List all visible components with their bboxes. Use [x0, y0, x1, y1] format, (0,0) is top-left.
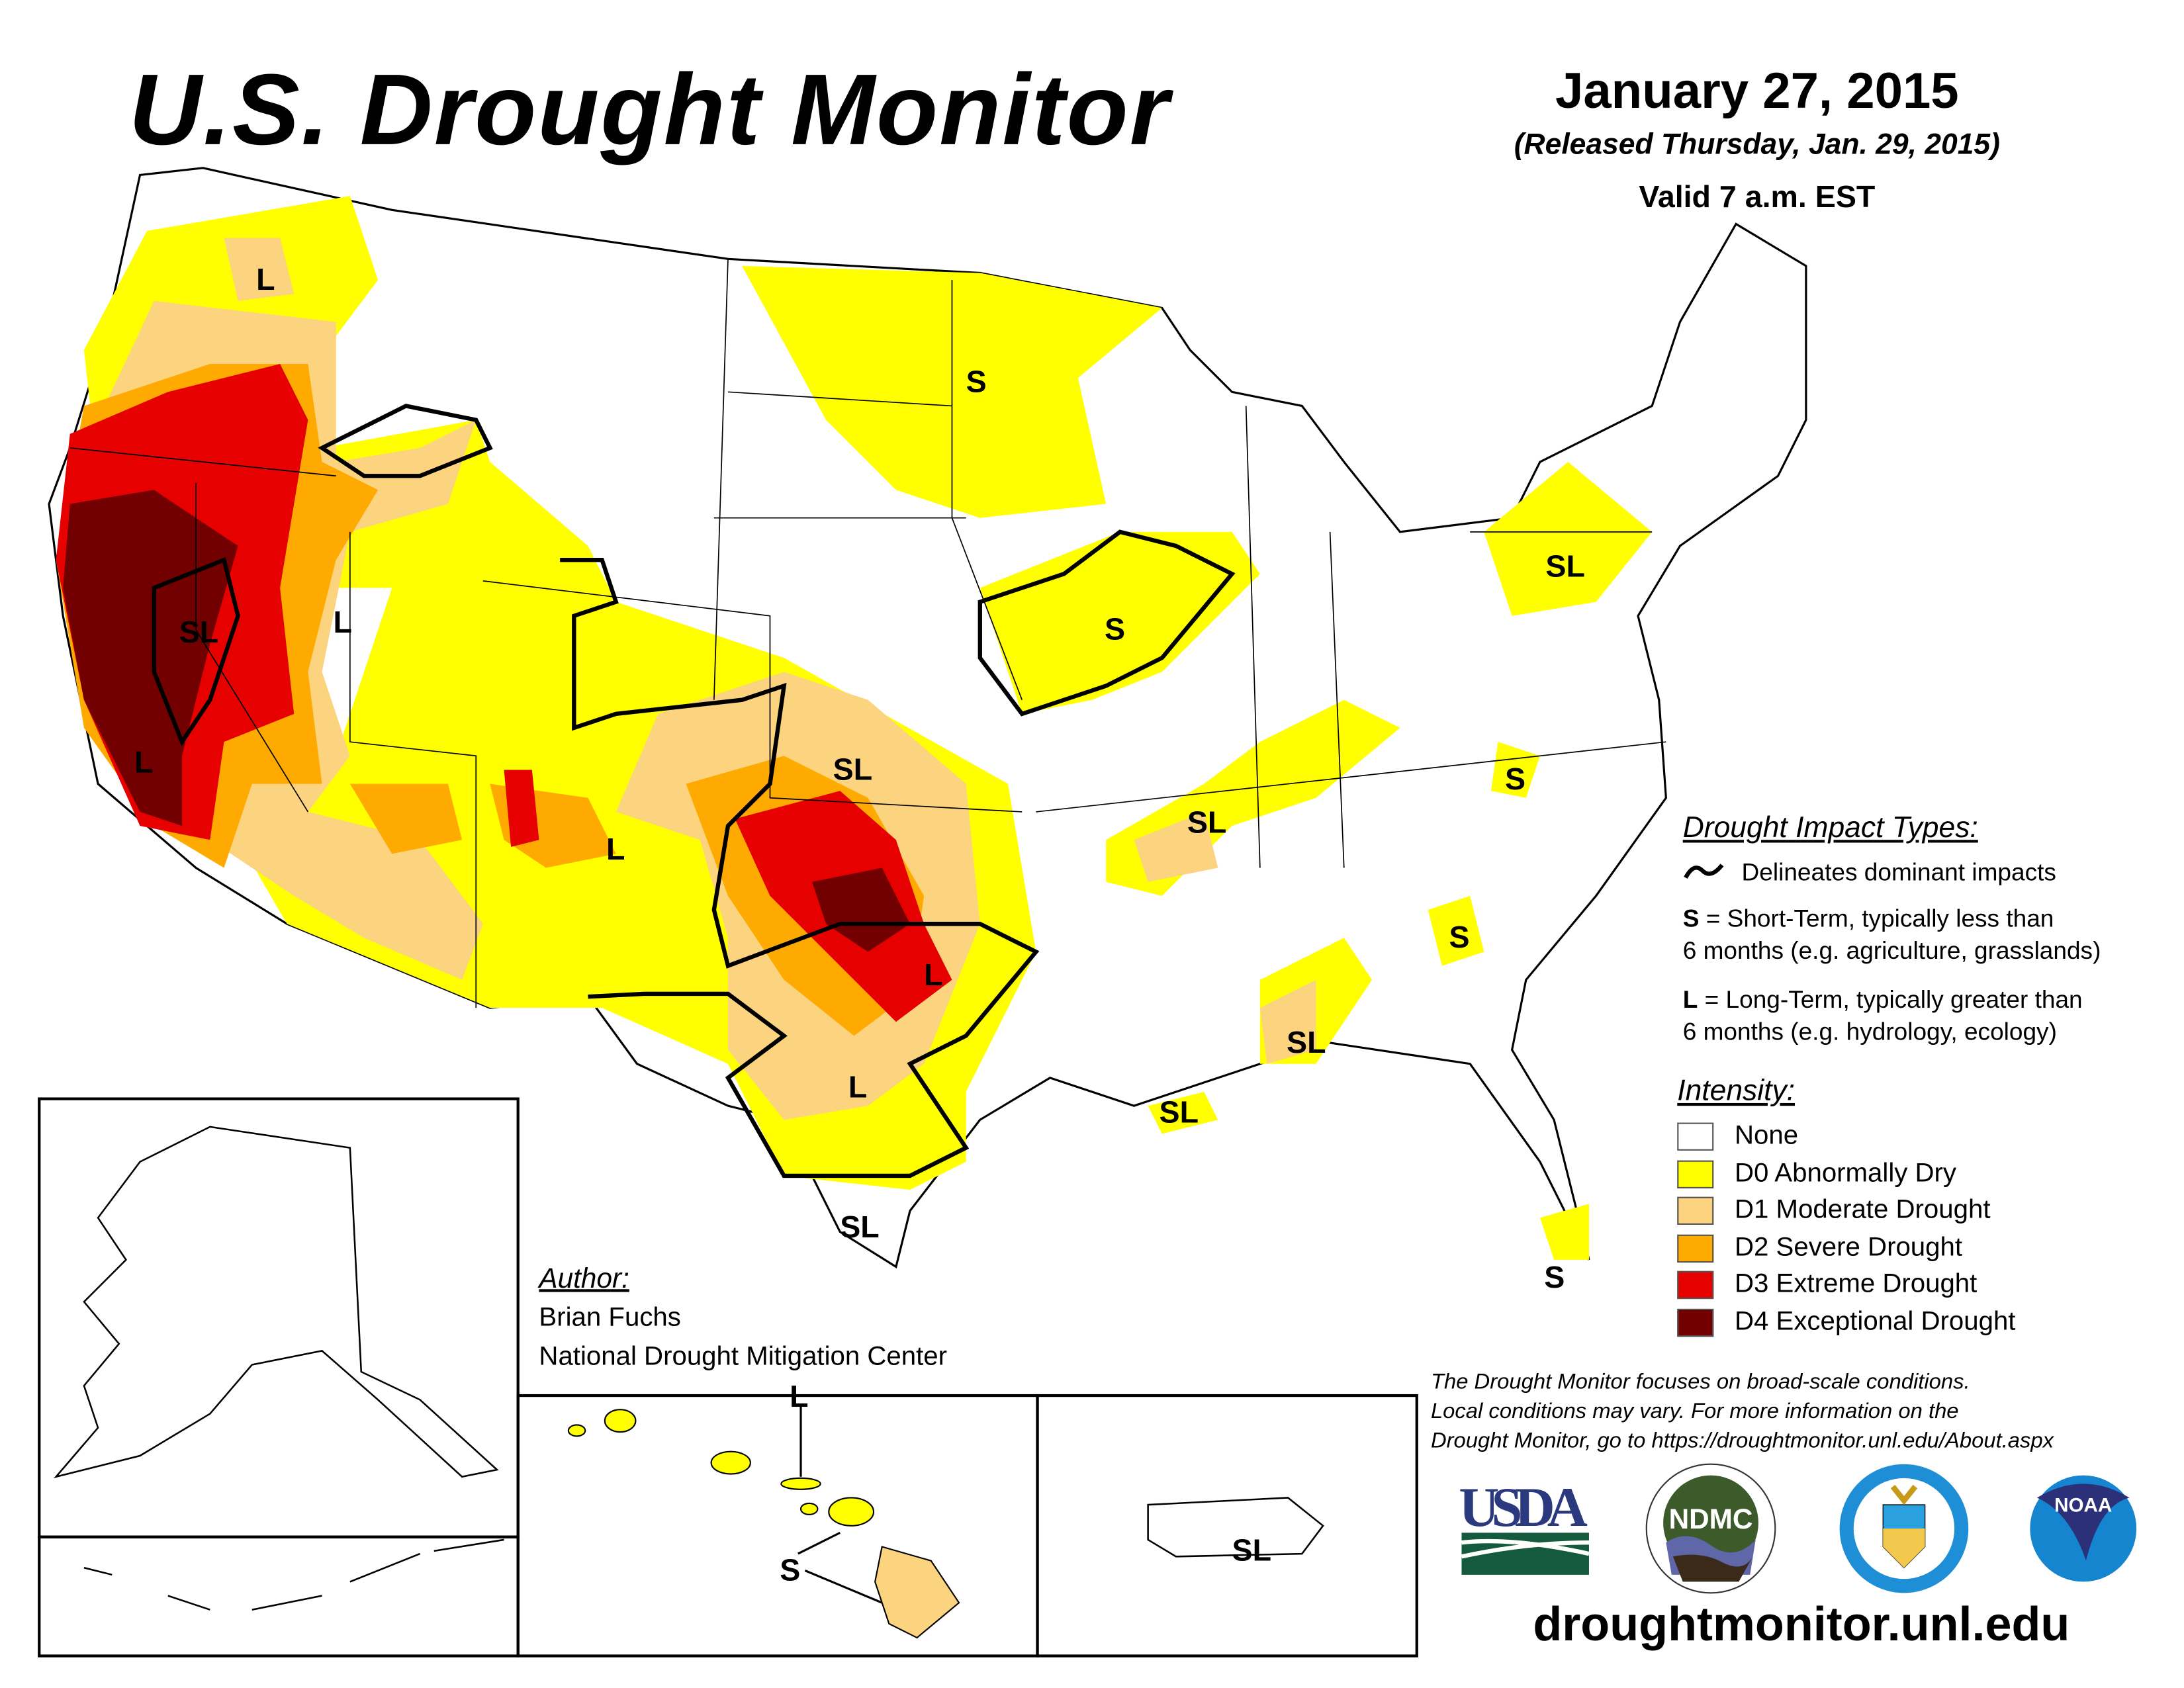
impact-line-icon — [1684, 864, 1724, 879]
delineates-text: Delineates dominant impacts — [1741, 858, 2056, 887]
legend-label: D3 Extreme Drought — [1734, 1270, 1978, 1300]
legend-label: D0 Abnormally Dry — [1734, 1158, 1957, 1188]
hawaii-islands — [567, 1409, 960, 1639]
impact-delineation-row: Delineates dominant impacts — [1683, 857, 2173, 889]
legend-label: D1 Moderate Drought — [1734, 1195, 1991, 1225]
hawaii-impact-label: S — [780, 1552, 801, 1587]
impact-label: S — [1105, 611, 1126, 647]
legend-label: D2 Severe Drought — [1734, 1233, 1963, 1263]
ndmc-logo: NDMC — [1645, 1463, 1776, 1594]
map-date: January 27, 2015 — [1555, 62, 1959, 119]
impact-label: S — [1544, 1259, 1565, 1295]
legend-swatch — [1677, 1197, 1714, 1225]
alaska-outline — [54, 1126, 499, 1478]
impact-label: L — [256, 261, 275, 297]
author-heading: Author: — [539, 1264, 629, 1295]
impact-label: S — [1449, 919, 1470, 955]
impact-label: SL — [1545, 549, 1585, 584]
impact-label: S — [966, 364, 987, 399]
legend-swatch — [1677, 1122, 1714, 1151]
impact-label: SL — [1187, 805, 1227, 840]
impact-label: L — [134, 744, 154, 780]
s-key: S — [1682, 904, 1700, 932]
impact-label: SL — [840, 1209, 880, 1245]
note-line: The Drought Monitor focuses on broad-sca… — [1430, 1370, 1970, 1394]
legend-swatch — [1677, 1234, 1714, 1263]
author-org: National Drought Mitigation Center — [539, 1342, 948, 1372]
impact-legend: Drought Impact Types: Delineates dominan… — [1683, 812, 2173, 1049]
release-date: (Released Thursday, Jan. 29, 2015) — [1514, 128, 2000, 161]
note-line: Local conditions may vary. For more info… — [1430, 1399, 1959, 1424]
impact-label: SL — [1159, 1094, 1199, 1130]
author-block: Author: Brian Fuchs National Drought Mit… — [539, 1260, 947, 1378]
s-line2: 6 months (e.g. agriculture, grasslands) — [1682, 936, 2101, 965]
impact-label: SL — [179, 614, 219, 650]
author-name: Brian Fuchs — [539, 1303, 681, 1333]
valid-time: Valid 7 a.m. EST — [1639, 179, 1876, 214]
legend-label: None — [1734, 1121, 1799, 1151]
usda-logo: USDA — [1459, 1477, 1590, 1575]
impact-label: SL — [833, 751, 873, 787]
svg-text:USDA: USDA — [1459, 1477, 1588, 1538]
legend-label: D4 Exceptional Drought — [1734, 1307, 2016, 1337]
l-key: L — [1682, 985, 1698, 1014]
website-url[interactable]: droughtmonitor.unl.edu — [1533, 1598, 2070, 1652]
noaa-logo: NOAA — [2019, 1464, 2148, 1593]
puerto-rico-outline — [1147, 1497, 1324, 1558]
intensity-legend: Intensity: None D0 Abnormally Dry D1 Moder… — [1677, 1075, 2167, 1355]
hawaii-inset-frame — [516, 1394, 1039, 1658]
note-line[interactable]: Drought Monitor, go to https://droughtmo… — [1430, 1429, 2054, 1453]
impact-label: L — [924, 957, 943, 993]
department-of-commerce-seal — [1839, 1464, 1969, 1593]
impact-boundaries — [152, 404, 1236, 1178]
impact-label: S — [1505, 761, 1526, 797]
svg-text:NOAA: NOAA — [2054, 1495, 2112, 1517]
svg-text:NDMC: NDMC — [1669, 1503, 1753, 1534]
hawaii-impact-leaders — [797, 1406, 883, 1604]
state-borders — [69, 259, 1666, 1008]
impact-label: L — [606, 831, 625, 867]
impact-label: L — [848, 1069, 868, 1105]
puerto-rico-inset-frame — [1036, 1394, 1418, 1658]
page-title: U.S. Drought Monitor — [128, 54, 1171, 167]
impact-label: L — [333, 604, 352, 640]
intensity-legend-title: Intensity: — [1677, 1075, 1796, 1108]
partner-logos: USDA NDMC NOAA — [1459, 1463, 2148, 1594]
aleutian-islands — [83, 1538, 504, 1611]
l-line1: = Long-Term, typically greater than — [1698, 985, 2083, 1014]
legend-swatch — [1677, 1159, 1714, 1188]
hawaii-impact-label: L — [790, 1378, 809, 1414]
aleutians-inset-frame — [38, 1535, 520, 1658]
l-line2: 6 months (e.g. hydrology, ecology) — [1682, 1017, 2057, 1046]
puerto-rico-impact-label: SL — [1232, 1533, 1272, 1568]
impact-label: SL — [1287, 1024, 1326, 1060]
legend-swatch — [1677, 1271, 1714, 1300]
legend-swatch — [1677, 1308, 1714, 1337]
impact-legend-title: Drought Impact Types: — [1682, 811, 1978, 844]
s-line1: = Short-Term, typically less than — [1699, 904, 2054, 932]
disclaimer-note: The Drought Monitor focuses on broad-sca… — [1431, 1368, 2054, 1456]
